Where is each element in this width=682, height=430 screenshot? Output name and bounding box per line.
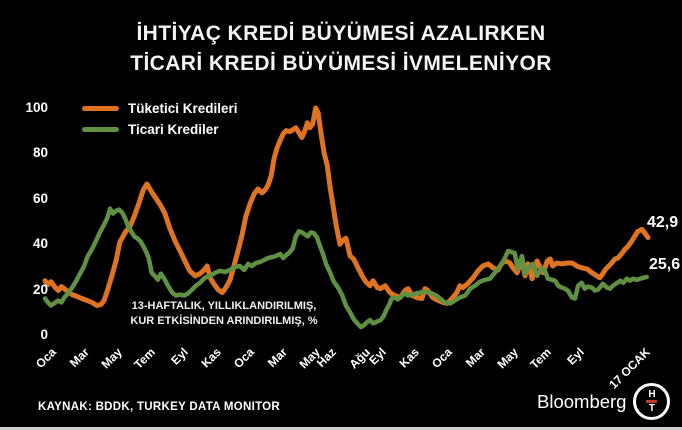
legend-swatch-tuketici-icon xyxy=(82,106,119,111)
legend-item-ticari: Ticari Krediler xyxy=(82,119,238,140)
annotation-note: 13-HAFTALIK, YILLIKLANDIRILMIŞ, KUR ETKİ… xyxy=(118,299,330,329)
chart-title: İHTİYAÇ KREDİ BÜYÜMESİ AZALIRKEN TİCARİ … xyxy=(0,19,682,79)
legend-label-ticari: Ticari Krediler xyxy=(128,122,219,137)
bloomberg-ht-logo: Bloomberg H T xyxy=(537,383,671,420)
chart-title-line2: TİCARİ KREDİ BÜYÜMESİ İVMELENİYOR xyxy=(130,52,552,75)
bloomberg-wordmark: Bloomberg xyxy=(537,390,627,412)
annotation-line1: 13-HAFTALIK, YILLIKLANDIRILMIŞ, xyxy=(131,300,317,312)
legend-swatch-ticari-icon xyxy=(82,127,119,132)
ht-logo-letter-h: H xyxy=(648,389,656,400)
source-note: KAYNAK: BDDK, TURKEY DATA MONITOR xyxy=(38,401,281,413)
end-value-ticari: 25,6 xyxy=(649,256,681,273)
ht-logo-red-bar xyxy=(646,400,658,403)
legend-item-tuketici: Tüketici Kredileri xyxy=(82,98,238,119)
ht-logo-icon: H T xyxy=(633,383,671,420)
ht-logo-letter-t: T xyxy=(648,403,656,414)
legend: Tüketici Kredileri Ticari Krediler xyxy=(82,98,238,140)
end-value-tuketici: 42,9 xyxy=(647,214,679,231)
series-line-tuketici xyxy=(42,105,651,308)
bottom-border xyxy=(0,427,682,430)
series-line-ticari xyxy=(42,206,650,330)
chart-title-line1: İHTİYAÇ KREDİ BÜYÜMESİ AZALIRKEN xyxy=(136,22,546,45)
annotation-line2: KUR ETKİSİNDEN ARINDIRILMIŞ, % xyxy=(130,315,318,327)
legend-label-tuketici: Tüketici Kredileri xyxy=(128,101,238,116)
